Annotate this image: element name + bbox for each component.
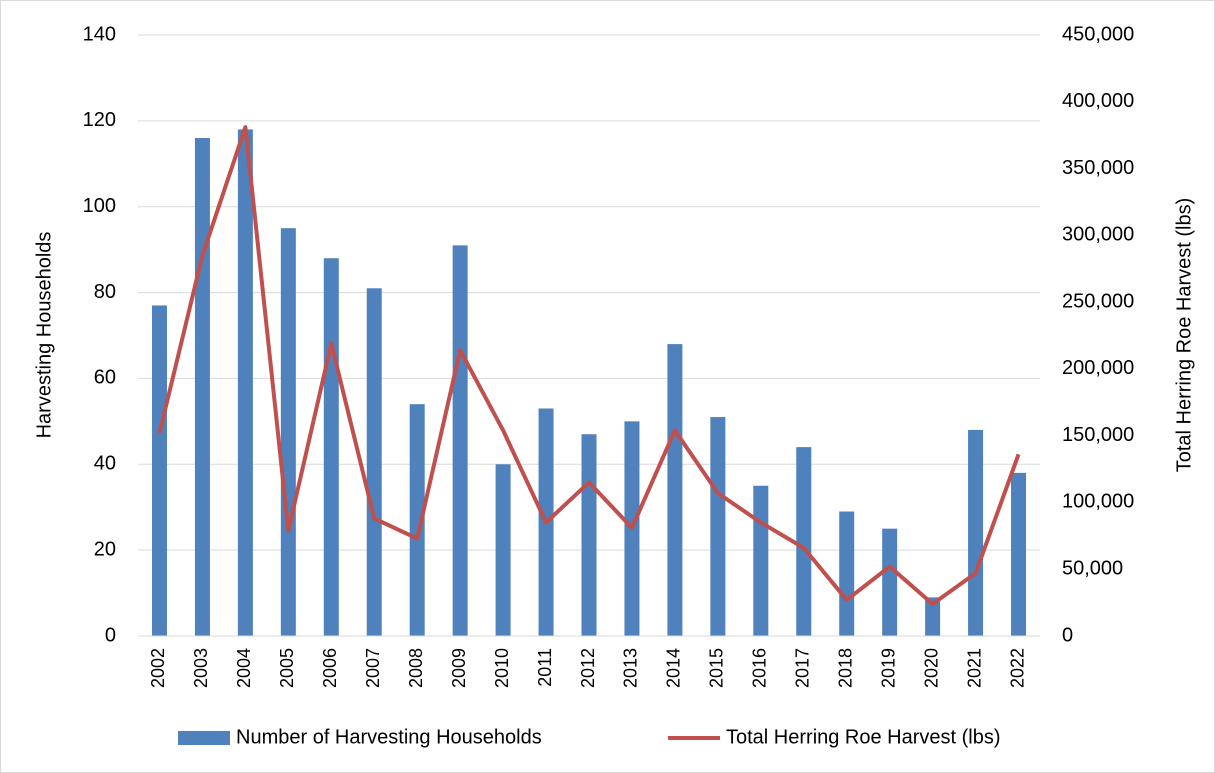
legend-label: Number of Harvesting Households — [236, 726, 542, 748]
bar — [839, 511, 855, 636]
y2-tick-label: 0 — [1062, 624, 1073, 646]
x-tick-label: 2012 — [578, 648, 598, 688]
bar — [194, 138, 210, 636]
y-tick-label: 80 — [94, 281, 116, 303]
bar — [968, 429, 984, 636]
x-tick-label: 2007 — [363, 648, 383, 688]
bar — [409, 404, 425, 636]
x-tick-label: 2008 — [406, 648, 426, 688]
y-tick-label: 100 — [83, 195, 116, 217]
bar — [882, 528, 898, 636]
x-tick-label: 2015 — [707, 648, 727, 688]
bar — [1011, 472, 1027, 636]
x-tick-label: 2005 — [277, 648, 297, 688]
bar — [495, 464, 511, 636]
y2-tick-label: 450,000 — [1062, 23, 1134, 45]
x-tick-label: 2020 — [921, 648, 941, 688]
x-tick-label: 2018 — [835, 648, 855, 688]
x-tick-label: 2013 — [621, 648, 641, 688]
x-tick-label: 2019 — [878, 648, 898, 688]
x-tick-label: 2010 — [492, 648, 512, 688]
x-tick-label: 2004 — [234, 648, 254, 688]
x-tick-label: 2017 — [793, 648, 813, 688]
y-axis-title: Harvesting Households — [33, 232, 55, 439]
x-tick-label: 2021 — [964, 648, 984, 688]
y2-tick-label: 350,000 — [1062, 157, 1134, 179]
bar — [366, 288, 382, 636]
x-tick-label: 2009 — [449, 648, 469, 688]
x-tick-label: 2022 — [1007, 648, 1027, 688]
bar — [323, 258, 339, 636]
bar — [237, 129, 253, 636]
y2-tick-label: 200,000 — [1062, 357, 1134, 379]
bar — [710, 417, 726, 636]
y-tick-label: 0 — [105, 624, 116, 646]
x-tick-label: 2016 — [750, 648, 770, 688]
y2-tick-label: 50,000 — [1062, 558, 1123, 580]
bar — [151, 305, 167, 636]
x-tick-label: 2006 — [320, 648, 340, 688]
x-tick-label: 2014 — [664, 648, 684, 688]
x-tick-label: 2011 — [535, 648, 555, 687]
bar — [796, 447, 812, 636]
y2-axis-title: Total Herring Roe Harvest (lbs) — [1173, 198, 1195, 473]
y2-tick-label: 250,000 — [1062, 290, 1134, 312]
legend-label: Total Herring Roe Harvest (lbs) — [726, 726, 1001, 748]
legend-swatch — [178, 731, 230, 745]
bar — [667, 344, 683, 636]
bar — [581, 434, 597, 636]
bar — [925, 597, 941, 636]
bar — [753, 485, 769, 636]
y-tick-label: 40 — [94, 453, 116, 475]
y2-tick-label: 300,000 — [1062, 224, 1134, 246]
y-tick-label: 120 — [83, 109, 116, 131]
y2-tick-label: 100,000 — [1062, 491, 1134, 513]
x-tick-label: 2003 — [191, 648, 211, 688]
y-tick-label: 140 — [83, 23, 116, 45]
line — [157, 125, 1021, 606]
y-tick-label: 60 — [94, 367, 116, 389]
y-tick-label: 20 — [94, 538, 116, 560]
bar — [452, 245, 468, 636]
y2-tick-label: 150,000 — [1062, 424, 1134, 446]
bar — [280, 228, 296, 636]
y2-tick-label: 400,000 — [1062, 90, 1134, 112]
x-tick-label: 2002 — [148, 648, 168, 688]
